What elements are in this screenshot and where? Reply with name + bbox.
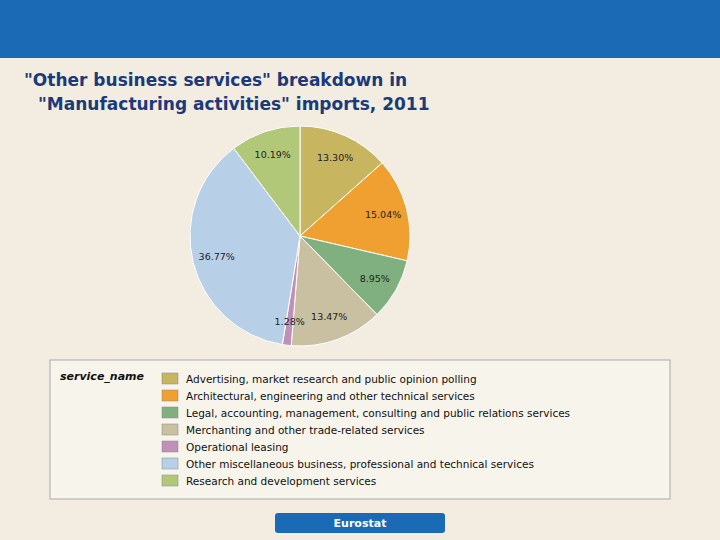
legend-swatch [162,458,178,469]
legend-swatch [162,475,178,486]
legend-entry: Other miscellaneous business, profession… [186,458,534,470]
data-label: 13.30% [317,152,353,163]
data-label: 10.19% [255,149,291,160]
pie-slice [234,126,300,236]
data-labels: 13.30% 15.04% 8.95% 13.47% 1.28% 36.77% 10.19% [199,149,402,327]
annotation: Eurostat [334,517,387,530]
footer-button [275,513,445,533]
pie [190,126,410,346]
legend-swatch [162,441,178,452]
background [0,0,720,540]
legend-swatch [162,407,178,418]
data-label: 8.95% [360,273,390,284]
title: "Other business services" breakdown in [24,70,407,90]
legend-swatch [162,390,178,401]
legend-entry: Architectural, engineering and other tec… [186,390,475,402]
data-label: 1.28% [275,316,305,327]
legend-swatch [162,424,178,435]
legend-box [50,360,670,499]
data-label: 15.04% [365,209,401,220]
chart: "Other business services" breakdown in "M… [0,0,720,540]
subtitle: "Manufacturing activities" imports, 2011 [38,94,430,114]
legend-swatch [162,373,178,384]
legend-title: service_name [60,370,145,383]
legend-entry: Research and development services [186,475,376,487]
legend-entry: Advertising, market research and public … [186,373,477,385]
legend: service_name Advertising, market research… [50,360,670,499]
data-label: 13.47% [311,311,347,322]
header-bar [0,0,720,58]
legend-entry: Merchanting and other trade-related serv… [186,424,425,436]
pie-slice [291,236,377,346]
data-label: 36.77% [199,251,235,262]
legend-entry: Legal, accounting, management, consultin… [186,407,570,419]
legend-entry: Operational leasing [186,441,288,453]
